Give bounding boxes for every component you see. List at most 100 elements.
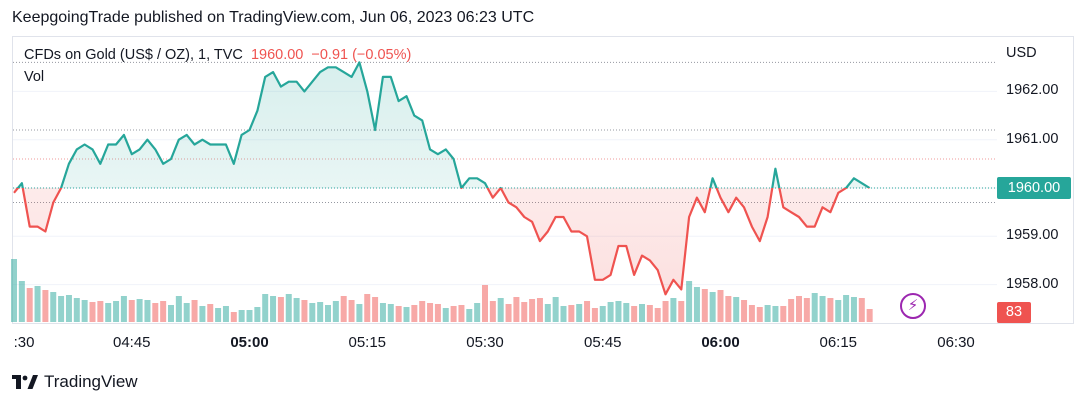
volume-bar — [764, 305, 771, 322]
last-volume-badge: 83 — [997, 302, 1031, 323]
volume-bar — [536, 298, 543, 322]
x-tick-label: 05:00 — [230, 334, 269, 351]
volume-bar — [466, 309, 473, 322]
y-tick-label: 1958.00 — [1006, 275, 1059, 292]
volume-bar — [756, 307, 763, 322]
volume-bar — [238, 310, 245, 322]
volume-bar — [513, 297, 520, 322]
volume-bar — [325, 305, 331, 322]
volume-bar — [772, 306, 779, 322]
x-tick-label: 05:15 — [348, 334, 387, 351]
volume-bar — [309, 303, 316, 322]
volume-bar — [584, 301, 591, 322]
volume-bar — [458, 305, 465, 322]
area-above-baseline — [14, 62, 870, 188]
volume-bar — [725, 296, 732, 322]
published-header: KeepgoingTrade published on TradingView.… — [12, 9, 535, 26]
volume-bar — [175, 296, 182, 322]
volume-bar — [403, 307, 410, 322]
currency-label[interactable]: USD — [1006, 45, 1037, 61]
volume-bar — [474, 303, 481, 322]
volume-bar — [529, 299, 536, 322]
volume-bar — [866, 309, 873, 322]
volume-bar — [26, 288, 33, 322]
volume-bar — [81, 300, 88, 322]
volume-bar — [191, 300, 198, 322]
volume-bar — [230, 312, 237, 322]
volume-bar — [544, 304, 551, 322]
volume-bar — [858, 298, 865, 322]
volume-bar — [207, 304, 214, 322]
volume-bar — [65, 295, 72, 322]
volume-bar — [631, 306, 638, 322]
x-tick-label: :30 — [13, 334, 35, 351]
volume-bar — [670, 298, 677, 322]
footer-brand[interactable]: TradingView — [12, 372, 138, 392]
volume-bar — [254, 307, 261, 322]
volume-bar — [796, 296, 802, 322]
volume-bar — [128, 300, 135, 322]
volume-bars — [11, 259, 873, 322]
volume-bar — [379, 303, 386, 322]
volume-bar — [497, 298, 504, 322]
volume-bar — [11, 259, 17, 322]
chart-frame[interactable] — [12, 36, 1074, 324]
volume-bar — [89, 302, 96, 322]
volume-bar — [419, 301, 426, 322]
volume-bar — [183, 303, 190, 322]
volume-bar — [709, 292, 716, 322]
volume-bar — [120, 296, 127, 322]
tradingview-logo-icon — [12, 375, 38, 389]
volume-bar — [623, 303, 630, 322]
volume-bar — [277, 297, 284, 322]
volume-bar — [505, 304, 512, 322]
volume-bar — [678, 301, 685, 322]
volume-bar — [356, 304, 363, 322]
volume-bar — [646, 305, 653, 322]
volume-bar — [521, 302, 528, 322]
volume-bar — [442, 308, 449, 322]
volume-bar — [568, 305, 575, 322]
volume-bar — [42, 290, 49, 322]
volume-bar — [105, 303, 112, 322]
volume-bar — [843, 295, 850, 322]
volume-bar — [262, 294, 269, 322]
volume-bar — [607, 302, 614, 322]
price-change-value: −0.91 (−0.05%) — [311, 47, 412, 63]
volume-bar — [364, 294, 371, 322]
price-line-below — [13, 188, 870, 296]
volume-bar — [144, 300, 151, 322]
last-price-value: 1960.00 — [250, 47, 304, 63]
volume-bar — [222, 306, 229, 322]
symbol-label: CFDs on Gold (US$ / OZ), 1, TVC — [24, 47, 243, 63]
volume-bar — [293, 298, 300, 322]
volume-bar — [850, 297, 857, 322]
volume-bar — [576, 304, 583, 322]
last-price-badge: 1960.00 — [997, 177, 1071, 199]
x-tick-label: 05:45 — [583, 334, 622, 351]
volume-bar — [819, 296, 826, 322]
volume-bar — [246, 310, 253, 322]
volume-bar — [803, 298, 810, 322]
volume-bar — [332, 301, 339, 322]
volume-bar — [199, 306, 206, 322]
volume-bar — [599, 306, 606, 322]
volume-bar — [693, 287, 700, 322]
volume-bar — [686, 281, 693, 322]
volume-bar — [552, 297, 559, 322]
volume-bar — [372, 297, 379, 322]
lightning-icon[interactable]: ⚡ — [900, 293, 926, 319]
y-tick-label: 1961.00 — [1006, 130, 1059, 147]
x-tick-label: 06:30 — [937, 334, 975, 351]
volume-bar — [717, 290, 724, 322]
price-line-above — [16, 61, 871, 188]
volume-bar — [741, 300, 748, 322]
volume-bar — [301, 300, 308, 322]
volume-bar — [639, 304, 645, 322]
volume-bar — [387, 304, 394, 322]
volume-bar — [340, 296, 347, 322]
volume-bar — [835, 300, 842, 322]
volume-bar — [434, 304, 441, 322]
volume-bar — [113, 301, 120, 322]
